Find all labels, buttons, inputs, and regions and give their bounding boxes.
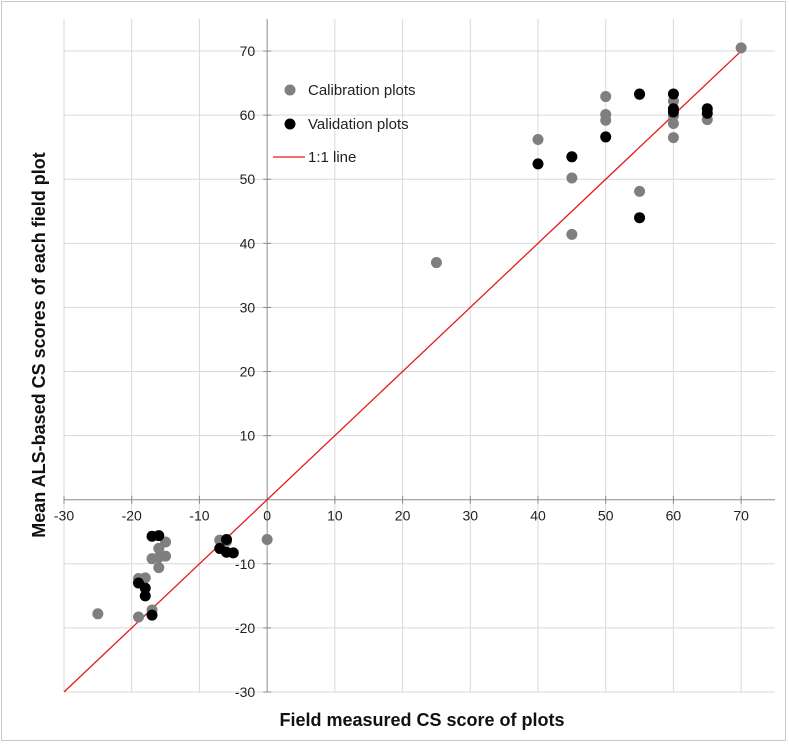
validation-point <box>227 547 239 559</box>
calibration-point <box>600 114 612 126</box>
calibration-point <box>600 91 612 103</box>
reference-line-1-to-1 <box>63 50 742 693</box>
calibration-point <box>667 132 679 144</box>
validation-point <box>532 158 544 170</box>
y-tick-label: 70 <box>240 43 256 59</box>
calibration-point <box>92 608 104 620</box>
y-tick-label: -10 <box>235 556 255 572</box>
y-tick-label: -30 <box>235 684 255 700</box>
legend-marker-calibration <box>284 84 296 96</box>
y-tick-label: 50 <box>240 171 256 187</box>
validation-point <box>600 131 612 143</box>
x-tick-label: 30 <box>462 508 478 524</box>
legend-label-reference-line: 1:1 line <box>308 149 356 166</box>
y-tick-label: 10 <box>240 428 256 444</box>
calibration-point <box>735 42 747 54</box>
x-tick-label: 10 <box>327 508 343 524</box>
calibration-point <box>132 611 144 623</box>
validation-point <box>221 533 233 545</box>
calibration-point <box>160 550 172 562</box>
x-tick-label: -10 <box>189 508 209 524</box>
validation-point <box>566 151 578 163</box>
y-tick-label: 40 <box>240 235 256 251</box>
validation-point <box>146 609 158 621</box>
validation-point <box>667 106 679 118</box>
calibration-point <box>430 257 442 269</box>
y-tick-label: 60 <box>240 107 256 123</box>
x-tick-label: -30 <box>54 508 74 524</box>
calibration-point <box>153 562 165 574</box>
legend-marker-validation <box>284 118 296 130</box>
legend-label-validation: Validation plots <box>308 116 409 133</box>
calibration-point <box>566 228 578 240</box>
validation-point <box>634 88 646 100</box>
validation-point <box>634 212 646 224</box>
y-tick-label: 30 <box>240 299 256 315</box>
x-axis-title: Field measured CS score of plots <box>279 710 564 730</box>
legend: Calibration plots Validation plots 1:1 l… <box>273 82 416 166</box>
y-tick-label: -20 <box>235 620 255 636</box>
axes <box>63 19 775 693</box>
grid-lines <box>63 19 775 693</box>
y-tick-label: 20 <box>240 364 256 380</box>
x-tick-label: 50 <box>598 508 614 524</box>
data-points <box>92 42 747 623</box>
x-tick-label: 70 <box>733 508 749 524</box>
calibration-point <box>566 172 578 184</box>
validation-point <box>701 107 713 119</box>
calibration-point <box>261 533 273 545</box>
x-tick-label: 60 <box>666 508 682 524</box>
tick-labels: -30 -20 -10 0 10 20 30 40 50 60 70 -30 -20 -10 10 20 30 4… <box>54 43 749 700</box>
validation-point <box>153 530 165 542</box>
validation-point <box>139 582 151 594</box>
legend-label-calibration: Calibration plots <box>308 82 416 99</box>
calibration-point <box>634 185 646 197</box>
x-tick-label: 20 <box>395 508 411 524</box>
calibration-point <box>532 133 544 145</box>
x-tick-label: 0 <box>263 508 271 524</box>
x-tick-label: -20 <box>122 508 142 524</box>
validation-point <box>667 88 679 100</box>
x-tick-label: 40 <box>530 508 546 524</box>
calibration-point <box>667 117 679 129</box>
y-axis-title: Mean ALS-based CS scores of each field p… <box>29 152 49 537</box>
validation-point <box>139 590 151 602</box>
reference-line-layer <box>63 50 742 693</box>
